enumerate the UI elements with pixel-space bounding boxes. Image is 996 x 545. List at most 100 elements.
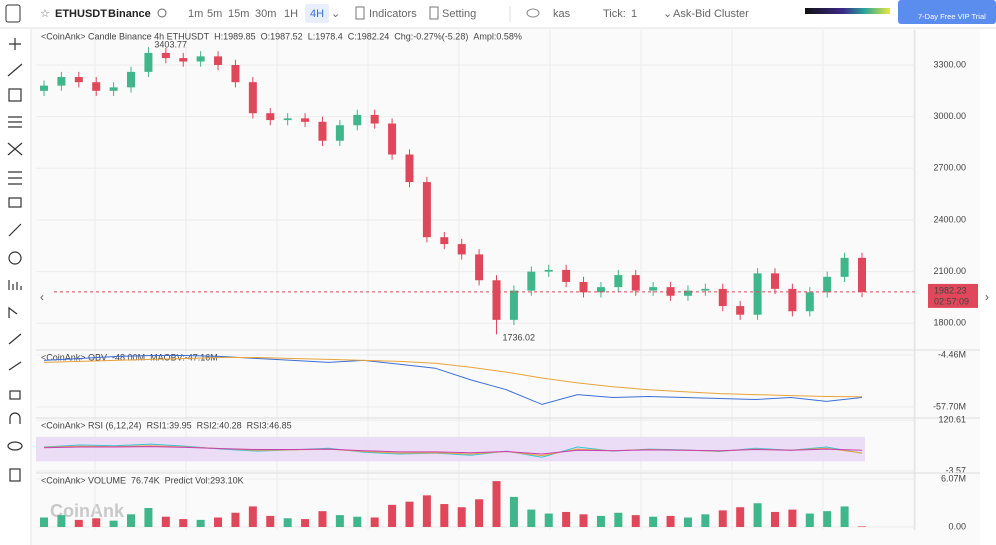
volume-bar [614,512,623,527]
eye-icon[interactable] [526,8,540,18]
interval[interactable]: 1H [284,8,298,20]
interval[interactable]: 15m [228,8,249,20]
volume-bar [214,517,223,527]
high-annotation: 3403.77 [154,39,187,49]
crosshair-tool[interactable] [9,38,21,50]
y-tick-label: 2400.00 [933,214,966,224]
volume-bar [562,511,571,527]
legend-item: <CoinAnk> Candle Binance 4h ETHUSDT [41,31,210,41]
dropdown[interactable]: ⌄ [331,8,340,20]
setting-button[interactable]: Setting [442,8,476,20]
interval-active-bg [305,4,329,23]
candle-body [127,71,136,88]
interval[interactable]: 4H [310,8,324,20]
scroll-left[interactable]: ‹ [40,290,44,304]
hide-tool[interactable] [7,441,23,451]
delete-tool[interactable] [9,468,21,482]
y-tick-label: 3300.00 [933,59,966,69]
candle-body [753,273,762,315]
legend-item: L:1978.4 [308,31,343,41]
legend-item: C:1982.24 [348,31,390,41]
y-tick-label: -57.70M [933,401,966,411]
candle-body [40,85,48,91]
pen-tool[interactable] [8,306,18,318]
interval[interactable]: 30m [255,8,276,20]
volume-bar [701,514,710,527]
volume-bar [318,511,327,527]
candle-body [562,269,571,282]
candle-body [353,114,362,126]
legend-item: Predict Vol:293.10K [165,475,244,485]
magnet2-tool[interactable] [9,412,21,424]
eraser-tool[interactable] [8,361,22,371]
legend-item: Ampl:0.58% [473,31,522,41]
legend-item: <CoinAnk> RSI (6,12,24) [41,420,142,430]
cluster[interactable]: Ask-Bid Cluster [673,8,749,20]
candle-body [840,257,849,277]
volume-bar [127,514,136,527]
legend-item: RSI1:39.95 [147,420,192,430]
pattern-tool[interactable] [7,142,23,156]
y-tick-label: 3000.00 [933,111,966,121]
candle-body [248,82,257,114]
legend-item: MAOBV:-47.16M [150,352,218,362]
legend-item: Chg:-0.27%(-5.28) [394,31,468,41]
y-tick-label: 1800.00 [933,318,966,328]
magnet-tool[interactable] [8,251,22,265]
volume-bar [527,509,536,527]
fib-tool[interactable] [8,116,22,128]
series-line [43,446,863,455]
vip-badge[interactable] [898,0,996,24]
candle-body [788,288,797,312]
low-annotation: 1736.02 [503,333,536,343]
series-line [43,357,863,398]
watermark: CoinAnk [50,501,125,521]
interval[interactable]: 1m [188,8,203,20]
candle-body [770,273,779,289]
y-tick-label: -4.46M [938,349,966,359]
volume-bar [579,514,588,527]
candle-body [475,254,484,281]
candle-body [614,275,623,288]
volume-bar [544,513,553,527]
volume-bar [231,512,240,527]
candle-body [301,118,310,122]
volume-bar [718,510,727,527]
volume-bar [92,518,101,527]
search-icon[interactable] [157,8,167,18]
channel-tool[interactable] [8,171,22,185]
dropdown[interactable]: ⌄ [663,8,672,20]
lock-tool[interactable] [9,390,21,400]
candle-body [144,52,153,72]
candle-body [631,275,640,291]
brush-tool[interactable] [8,333,22,345]
volume-bar [353,516,362,527]
candle-body [335,125,344,141]
interval[interactable]: 5m [207,8,222,20]
scroll-right[interactable]: › [985,290,989,304]
rect-tool[interactable] [8,88,22,102]
volume-bar [74,519,83,527]
legend-item: -48.00M [112,352,145,362]
symbol[interactable]: ETHUSDT [55,8,107,20]
exchange[interactable]: Binance [108,8,151,20]
line-tool[interactable] [7,63,23,77]
note-tool[interactable] [8,197,22,208]
indicators-button[interactable]: Indicators [369,8,417,20]
candle-body [440,237,449,245]
candle-body [196,56,205,62]
y-tick-label: -3.57 [945,465,966,475]
candle-body [527,271,536,291]
tick-value[interactable]: 1 [631,8,637,20]
bars-tool[interactable] [8,280,22,290]
logo-icon[interactable] [5,4,21,23]
y-tick-label: 6.07M [941,473,966,483]
volume-bar [40,517,48,527]
volume-bar [858,526,866,527]
theme[interactable]: kas [553,8,571,20]
candle-body [318,121,327,141]
heat-gradient[interactable] [805,8,890,14]
star[interactable]: ☆ [40,8,50,20]
ruler-tool[interactable] [8,223,22,237]
vip-text[interactable]: 7-Day Free VIP Trial [918,12,986,21]
